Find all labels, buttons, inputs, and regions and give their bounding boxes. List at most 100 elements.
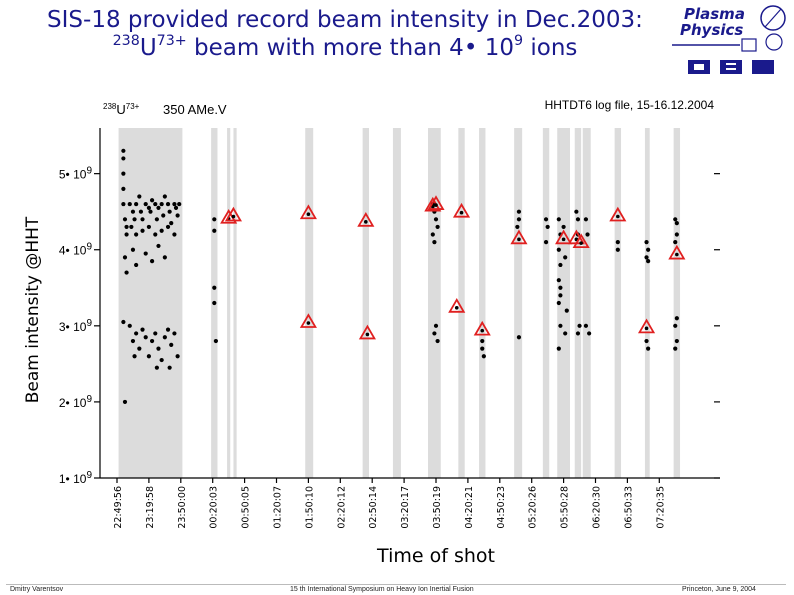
- data-point: [212, 300, 217, 306]
- data-point: [173, 205, 179, 210]
- data-point: [169, 342, 174, 347]
- data-point: [480, 346, 485, 351]
- band-17: [673, 128, 681, 478]
- band-14: [582, 128, 591, 478]
- data-point: [646, 259, 651, 264]
- x-axis-label: Time of shot: [376, 545, 495, 567]
- data-point: [161, 213, 166, 218]
- marker-dot: [434, 203, 438, 207]
- data-point: [674, 232, 679, 237]
- marker-dot: [306, 321, 311, 325]
- data-point: [543, 217, 549, 222]
- data-point: [122, 255, 128, 260]
- marker-dot: [306, 212, 311, 217]
- x-tick-label: 06:20:30: [592, 486, 603, 529]
- y-tick-label: 1• 109: [59, 470, 93, 486]
- data-point: [124, 224, 129, 230]
- marker-triangle: [609, 206, 627, 222]
- annotation-ion: 238U73+: [103, 102, 140, 117]
- y-tick-label: 3• 109: [59, 318, 93, 334]
- marker-dot: [579, 241, 583, 245]
- x-tick-label: 03:20:17: [400, 486, 411, 529]
- data-point: [646, 247, 651, 252]
- data-point: [564, 308, 569, 313]
- data-point: [516, 217, 522, 222]
- data-point: [159, 357, 164, 363]
- data-point: [212, 228, 217, 233]
- x-tick-label: 23:50:00: [177, 486, 188, 529]
- marker-dot: [454, 306, 459, 310]
- data-point: [673, 217, 678, 222]
- data-point: [153, 201, 158, 207]
- data-point: [516, 209, 522, 214]
- data-point: [674, 221, 679, 226]
- data-point: [146, 224, 151, 230]
- x-axis: 22:49:56 23:19:58 23:50:00 00:20:03 00:50:05…: [100, 477, 720, 529]
- shot-bands: [118, 128, 681, 478]
- data-point: [175, 354, 180, 359]
- data-point: [149, 198, 155, 203]
- data-point: [121, 186, 126, 191]
- data-point: [563, 331, 568, 336]
- data-point: [149, 259, 155, 264]
- x-tick-label: 07:20:35: [655, 486, 666, 529]
- marker-dot: [459, 210, 464, 215]
- y-axis: 5• 109 4• 109 3• 109 2• 109 1• 109: [59, 128, 720, 486]
- data-point: [433, 323, 439, 328]
- data-point: [558, 323, 563, 328]
- data-point: [127, 323, 132, 328]
- band-6: [392, 128, 401, 478]
- data-point: [140, 228, 145, 233]
- band-9: [479, 128, 486, 478]
- band-4: [305, 128, 314, 478]
- data-point: [644, 255, 649, 260]
- data-point: [143, 251, 148, 256]
- data-point: [154, 217, 159, 222]
- x-tick-label: 03:50:19: [432, 486, 443, 529]
- data-point: [432, 240, 437, 245]
- data-point: [153, 331, 158, 336]
- data-point: [134, 331, 139, 336]
- band-12: [557, 128, 570, 478]
- marker-triangle: [427, 195, 445, 210]
- data-point: [644, 240, 649, 245]
- data-point: [433, 217, 439, 222]
- band-2: [227, 128, 231, 478]
- marker-dot: [616, 214, 620, 219]
- data-point: [516, 335, 522, 340]
- band-15: [614, 128, 622, 478]
- data-point: [172, 331, 177, 336]
- data-point: [674, 316, 679, 321]
- x-tick-label: 04:50:23: [496, 486, 507, 529]
- y-axis-label: Beam intensity @HHT: [23, 216, 43, 403]
- x-tick-label: 01:50:10: [304, 486, 315, 529]
- logo-text-plasma: Plasma: [684, 5, 745, 23]
- footer-conference: 15 th International Symposium on Heavy I…: [290, 586, 474, 593]
- marker-triangles: [220, 195, 686, 340]
- data-point: [121, 171, 126, 176]
- data-point: [515, 224, 520, 230]
- marker-dot: [480, 328, 485, 333]
- data-point: [167, 365, 172, 370]
- data-point: [121, 148, 126, 153]
- data-point: [674, 338, 679, 344]
- data-point: [545, 224, 550, 230]
- x-tick-label: 01:20:07: [273, 486, 284, 529]
- band-10: [514, 128, 523, 478]
- data-point: [172, 232, 177, 237]
- data-point: [481, 354, 486, 359]
- data-point: [574, 209, 579, 214]
- data-point: [127, 201, 132, 207]
- x-tick-label: 23:19:58: [145, 486, 156, 529]
- data-point: [143, 335, 148, 340]
- data-point: [212, 217, 217, 222]
- marker-dot: [231, 214, 236, 219]
- data-point: [213, 338, 218, 344]
- marker-triangle: [572, 233, 590, 249]
- x-tick-label: 00:50:05: [241, 486, 252, 529]
- marker-dot: [517, 237, 521, 242]
- data-point: [130, 338, 136, 344]
- data-point: [558, 293, 563, 298]
- band-0: [118, 128, 183, 478]
